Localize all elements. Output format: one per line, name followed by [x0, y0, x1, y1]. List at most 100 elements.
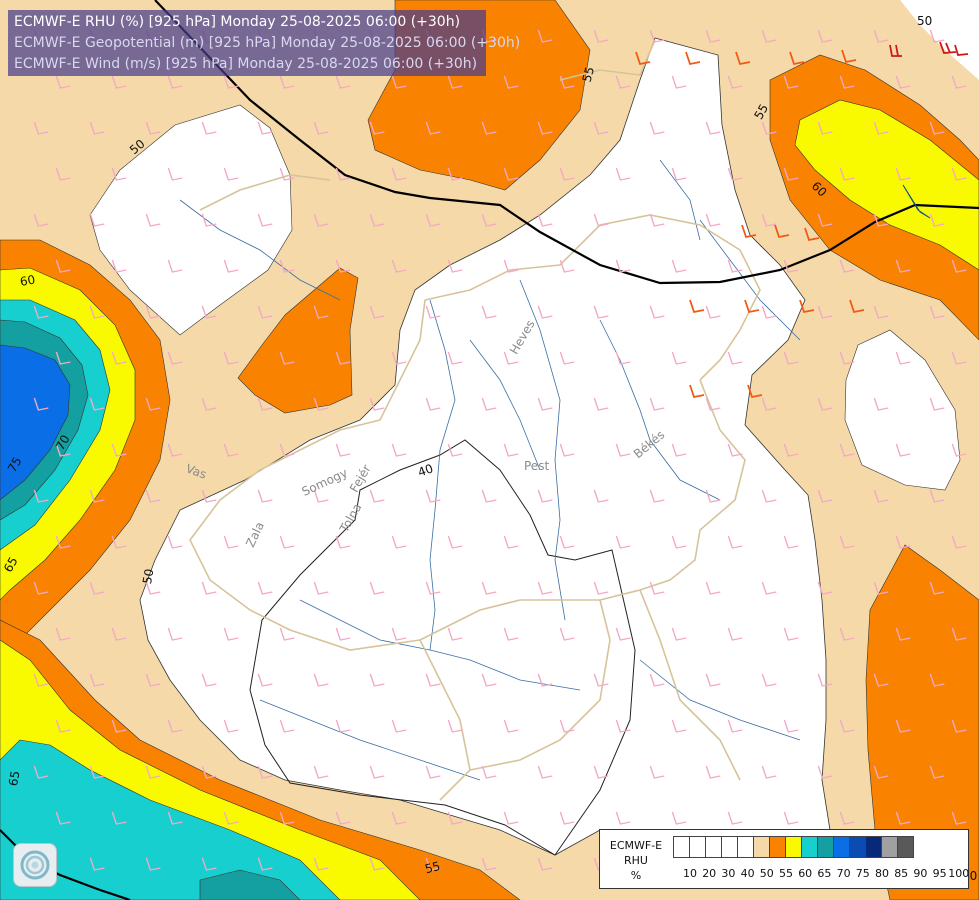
- wind-barb: [33, 121, 49, 135]
- wind-barb: [89, 673, 105, 687]
- wind-barb: [447, 75, 463, 89]
- wind-barb: [537, 305, 553, 319]
- wind-barb: [537, 857, 553, 871]
- wind-barb: [671, 75, 687, 89]
- wind-barb: [313, 857, 329, 871]
- wind-barb: [873, 305, 889, 319]
- wind-barb: [145, 121, 161, 135]
- wind-barb: [111, 719, 127, 733]
- wind-barb: [895, 167, 911, 181]
- wind-barb: [817, 29, 833, 43]
- wind-barb: [369, 213, 385, 227]
- wind-barb: [839, 719, 855, 733]
- wind-barb: [223, 167, 239, 181]
- wind-barb: [649, 397, 665, 411]
- wind-barb: [167, 443, 183, 457]
- wind-barb: [257, 305, 273, 319]
- wind-barb: [481, 857, 497, 871]
- wind-barb: [615, 75, 631, 89]
- contour-label-75-west: 75: [5, 454, 25, 474]
- wind-barb: [391, 535, 407, 549]
- wind-barb: [167, 167, 183, 181]
- wind-barb: [615, 535, 631, 549]
- wind-barb: [951, 167, 967, 181]
- wind-barb: [761, 673, 777, 687]
- wind-barb: [167, 811, 183, 825]
- wind-barb: [89, 489, 105, 503]
- rhu-40-contour: [249, 439, 636, 856]
- wind-barb: [167, 351, 183, 365]
- wind-barb: [313, 121, 329, 135]
- wind-barb: [783, 75, 799, 89]
- wind-barb: [425, 121, 441, 135]
- wind-barb: [111, 75, 127, 89]
- wind-barb: [741, 224, 757, 239]
- wind-barb: [705, 397, 721, 411]
- wind-barb: [929, 489, 945, 503]
- wind-barb: [783, 535, 799, 549]
- wind-barb: [951, 719, 967, 733]
- wind-barb: [223, 811, 239, 825]
- wind-barb: [257, 489, 273, 503]
- wind-barb: [727, 75, 743, 89]
- wind-barb: [391, 443, 407, 457]
- wind-barb: [839, 351, 855, 365]
- country-borders: [189, 39, 761, 801]
- wind-barb: [279, 811, 295, 825]
- wind-barb: [783, 167, 799, 181]
- wind-barb: [593, 29, 609, 43]
- wind-barb: [929, 121, 945, 135]
- rhu-75-west-fill: [0, 344, 71, 501]
- wind-barb: [727, 259, 743, 273]
- rhu-low-ne-corner: [900, 0, 979, 80]
- wind-barb: [503, 443, 519, 457]
- wind-barb: [593, 121, 609, 135]
- legend-swatch: [801, 836, 818, 858]
- wind-barb: [783, 719, 799, 733]
- wind-barb: [257, 857, 273, 871]
- wind-barb: [391, 75, 407, 89]
- wind-barb: [895, 259, 911, 273]
- contour-label-50-north: 50: [917, 14, 932, 28]
- wind-barb: [559, 719, 575, 733]
- wind-barb: [559, 351, 575, 365]
- wind-barb: [929, 673, 945, 687]
- wind-barb: [671, 627, 687, 641]
- wind-barb: [425, 397, 441, 411]
- wind-barb: [705, 673, 721, 687]
- wind-barb: [783, 443, 799, 457]
- legend-ticks: 10 20 30 40 50 55 60 65 70 75 80 85 90 95 100: [673, 867, 973, 881]
- wind-barb: [145, 305, 161, 319]
- wind-barb: [481, 765, 497, 779]
- wind-barb: [313, 765, 329, 779]
- wind-barb: [55, 811, 71, 825]
- wind-barb: [559, 75, 575, 89]
- wind-barb: [481, 581, 497, 595]
- wind-barb: [799, 299, 815, 314]
- wind-barb: [559, 627, 575, 641]
- wind-barb: [335, 811, 351, 825]
- wind-barb: [559, 259, 575, 273]
- wind-barb: [727, 627, 743, 641]
- wind-barb: [55, 443, 71, 457]
- wind-barb: [111, 259, 127, 273]
- wind-barb: [649, 29, 665, 43]
- wind-barbs-red: [889, 41, 969, 57]
- wind-barb: [783, 351, 799, 365]
- wind-barb: [615, 351, 631, 365]
- wind-barb: [895, 351, 911, 365]
- wind-barb: [313, 673, 329, 687]
- legend-tick-label: 65: [817, 867, 832, 880]
- legend-swatch: [673, 836, 690, 858]
- wind-barb: [951, 443, 967, 457]
- wind-barb: [615, 627, 631, 641]
- wind-barb: [951, 811, 967, 825]
- title-geopotential: ECMWF-E Geopotential (m) [925 hPa] Monda…: [14, 35, 521, 51]
- region-label-pest: Pest: [524, 459, 549, 473]
- wind-barb: [145, 765, 161, 779]
- wind-barb: [503, 627, 519, 641]
- wind-barb: [279, 351, 295, 365]
- wind-barb: [873, 673, 889, 687]
- wind-barb: [929, 305, 945, 319]
- wind-barb: [391, 259, 407, 273]
